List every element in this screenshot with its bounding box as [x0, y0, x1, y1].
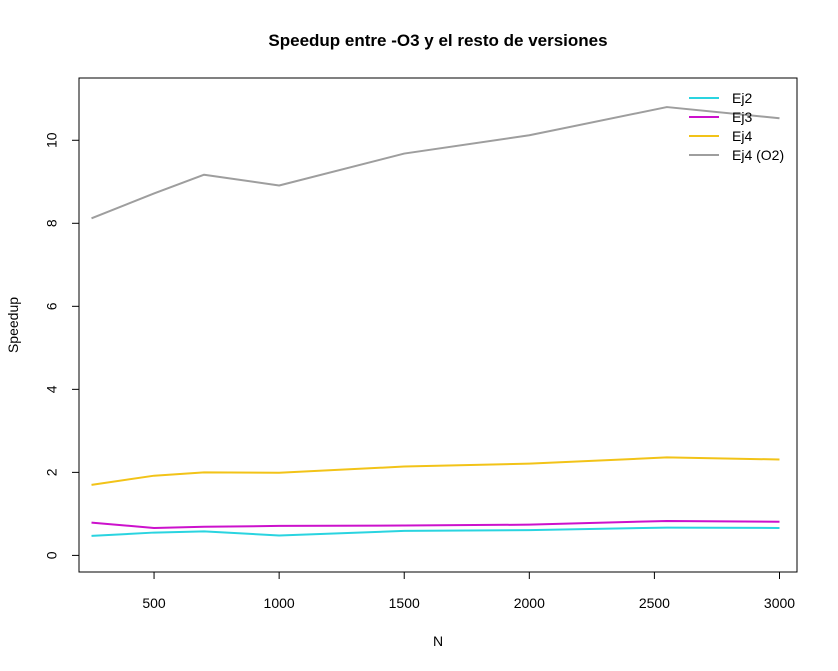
legend: Ej2 Ej3 Ej4 Ej4 (O2)	[689, 90, 784, 163]
x-tick-label: 3000	[764, 595, 795, 611]
x-tick-label: 2000	[514, 595, 545, 611]
y-tick-label: 8	[44, 219, 60, 227]
chart-title: Speedup entre -O3 y el resto de versione…	[268, 31, 607, 50]
series-line-2	[91, 519, 780, 529]
series-lines	[91, 106, 780, 537]
legend-entry: Ej4	[732, 128, 752, 144]
y-axis: 0 2 4 6 8 10	[44, 132, 79, 559]
x-tick-label: 1500	[389, 595, 420, 611]
x-tick-label: 1000	[264, 595, 295, 611]
x-tick-label: 500	[142, 595, 166, 611]
legend-entry: Ej3	[732, 109, 752, 125]
legend-entry: Ej4 (O2)	[732, 147, 784, 163]
y-tick-label: 10	[44, 132, 60, 148]
y-tick-label: 4	[44, 385, 60, 393]
plot-frame	[78, 77, 798, 573]
y-axis-label: Speedup	[5, 297, 21, 353]
x-axis: 500 1000 1500 2000 2500 3000	[142, 572, 795, 611]
y-tick-label: 0	[44, 551, 60, 559]
y-tick-label: 6	[44, 302, 60, 310]
y-tick-label: 2	[44, 468, 60, 476]
series-line-1	[91, 526, 780, 537]
series-line-4	[91, 106, 780, 220]
x-tick-label: 2500	[639, 595, 670, 611]
x-axis-label: N	[433, 633, 443, 649]
legend-entry: Ej2	[732, 90, 752, 106]
series-line-3	[91, 456, 780, 486]
